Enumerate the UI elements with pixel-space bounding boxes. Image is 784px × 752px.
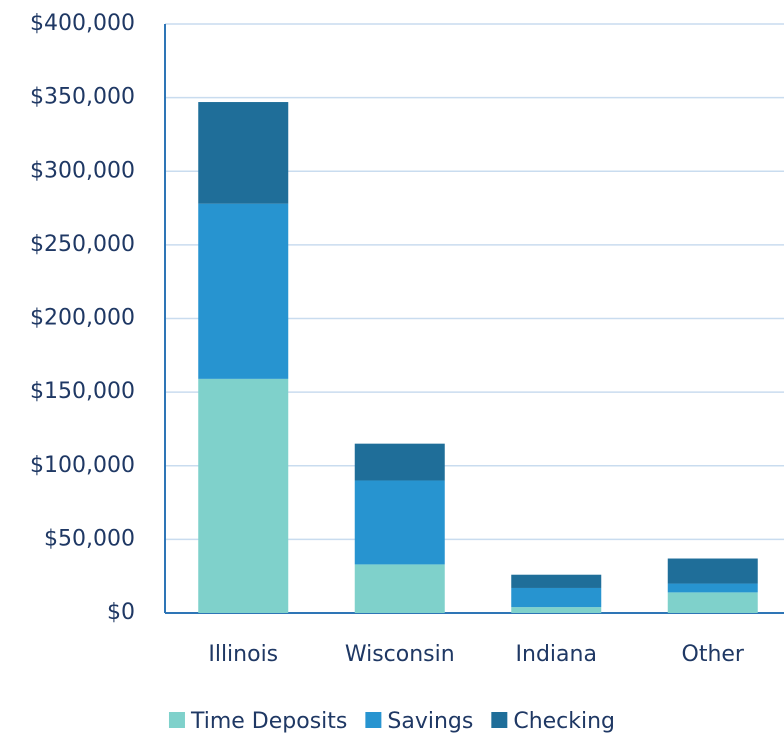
y-tick-label: $100,000 [30,453,135,478]
legend-label: Checking [513,709,615,734]
bar-segment [667,592,758,613]
x-tick-label: Wisconsin [345,642,455,667]
y-tick-label: $50,000 [44,526,135,551]
y-tick-label: $250,000 [30,232,135,257]
x-tick-label: Indiana [516,642,597,667]
y-tick-label: $200,000 [30,306,135,331]
legend-swatch [168,712,185,728]
bar-segment [354,480,445,565]
bar-segment [511,574,602,588]
bar-segment [667,558,758,584]
y-tick-label: $300,000 [30,158,135,183]
legend-swatch [365,712,382,728]
bar-segment [354,564,445,613]
bar-segment [198,203,289,379]
bar-segment [354,443,445,481]
y-tick-label: $0 [107,600,135,625]
legend-label: Time Deposits [190,709,347,734]
x-tick-label: Other [682,642,745,667]
y-tick-label: $400,000 [30,11,135,36]
legend-label: Savings [387,709,473,734]
bar-segment [511,607,602,613]
x-tick-label: Illinois [208,642,278,667]
bar-segment [198,378,289,613]
bar-segment [511,587,602,608]
legend-swatch [491,712,508,728]
y-tick-label: $350,000 [30,85,135,110]
y-tick-label: $150,000 [30,379,135,404]
bar-segment [667,583,758,593]
bar-segment [198,102,289,204]
